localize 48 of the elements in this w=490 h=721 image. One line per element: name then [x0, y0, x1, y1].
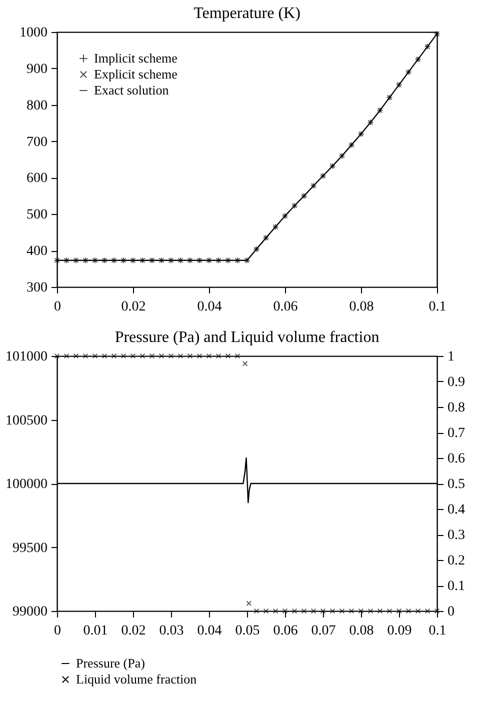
legend-label: Exact solution — [94, 82, 170, 98]
legend-label: Explicit scheme — [94, 66, 178, 82]
x-tick-label: 0.03 — [159, 624, 184, 638]
y-tick-label: 99500 — [12, 540, 48, 556]
y2-tick-label: 0.4 — [448, 502, 465, 518]
y-tick-label: 400 — [26, 244, 48, 260]
y-tick-label: 900 — [26, 62, 48, 77]
x-tick-label: 0.08 — [349, 624, 374, 638]
x-tick-label: 0 — [54, 624, 61, 638]
y-tick-label: 500 — [26, 208, 48, 223]
y-tick-label: 1000 — [20, 26, 48, 40]
chart-title: Pressure (Pa) and Liquid volume fraction — [114, 329, 380, 346]
y-tick-label: 99000 — [12, 604, 48, 620]
y2-tick-label: 0.5 — [448, 477, 465, 492]
x-tick-label: 0.04 — [197, 624, 222, 638]
x-tick-label: 0.06 — [273, 300, 298, 314]
y2-tick-label: 0.7 — [448, 426, 465, 441]
y2-tick-label: 0 — [448, 604, 454, 620]
legend-label: Implicit scheme — [94, 50, 178, 66]
x-tick-label: 0.02 — [121, 624, 146, 638]
legend-label: Pressure (Pa) — [76, 656, 145, 670]
x-tick-label: 0.09 — [387, 624, 412, 638]
x-tick-label: 0.06 — [273, 624, 298, 638]
x-tick-label: 0.04 — [197, 300, 222, 314]
x-tick-label: 0.1 — [428, 300, 446, 314]
y-tick-label: 101000 — [6, 350, 48, 364]
y-tick-label: 100000 — [6, 477, 48, 492]
x-tick-label: 0.01 — [83, 624, 108, 638]
x-tick-label: 0.1 — [428, 624, 446, 638]
y2-tick-label: 0.9 — [448, 375, 465, 390]
y2-tick-label: 0.6 — [448, 452, 465, 466]
x-tick-label: 0 — [54, 300, 61, 314]
y2-tick-label: 0.3 — [448, 528, 465, 543]
y-tick-label: 100500 — [6, 413, 48, 428]
y-tick-label: 700 — [26, 134, 48, 150]
y-tick-label: 300 — [26, 280, 48, 296]
x-tick-label: 0.05 — [235, 624, 260, 638]
y2-tick-label: 1 — [448, 350, 454, 364]
chart-title: Temperature (K) — [194, 5, 300, 22]
x-tick-label: 0.07 — [311, 624, 336, 638]
legend-label: Liquid volume fraction — [76, 672, 198, 686]
x-tick-label: 0.08 — [349, 300, 374, 314]
y2-tick-label: 0.2 — [448, 554, 465, 568]
x-tick-label: 0.02 — [121, 300, 146, 314]
y2-tick-label: 0.1 — [448, 579, 465, 594]
y2-tick-label: 0.8 — [448, 400, 465, 416]
y-tick-label: 600 — [26, 171, 48, 186]
y-tick-label: 800 — [26, 98, 48, 114]
